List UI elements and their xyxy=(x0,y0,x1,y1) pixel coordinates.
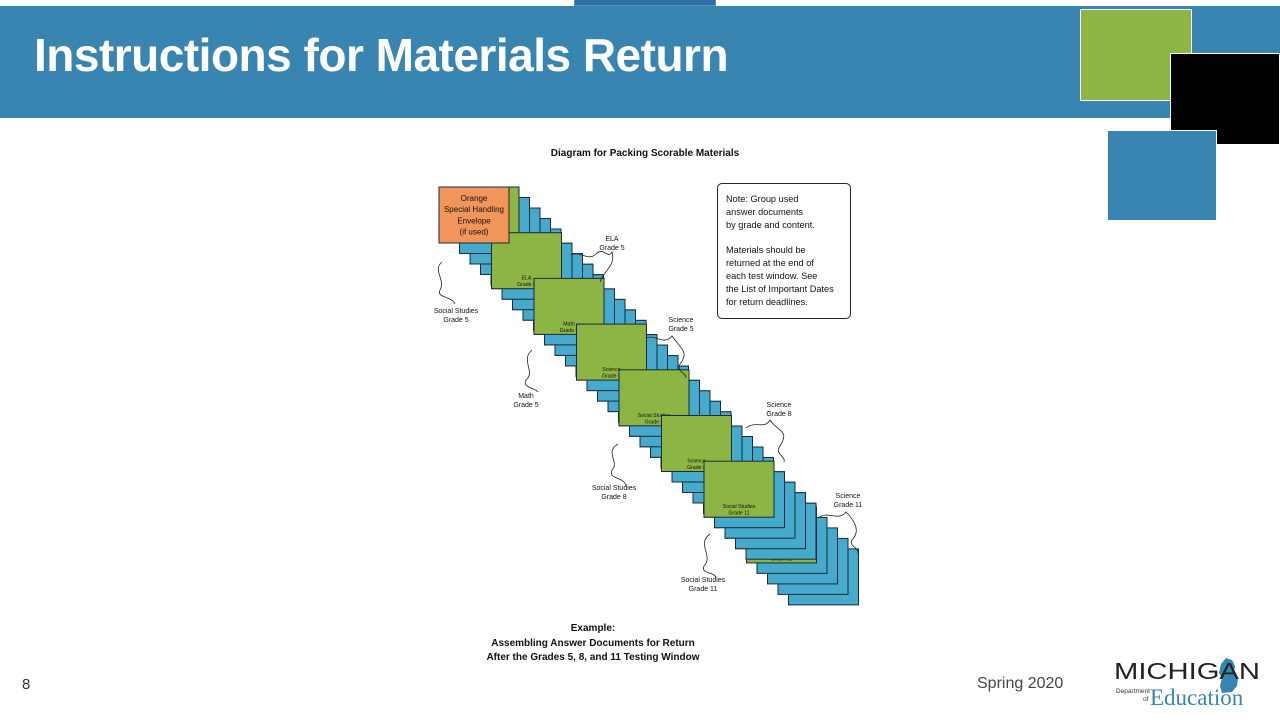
grouping-brace-math5 xyxy=(524,349,539,393)
michigan-map-icon xyxy=(1219,658,1238,693)
title-bar: Instructions for Materials Return xyxy=(0,6,1280,118)
header-card-label: ELA xyxy=(522,276,532,282)
group-label-ela5: Grade 5 xyxy=(599,245,624,252)
note-paragraph-2: Materials should be returned at the end … xyxy=(726,245,834,307)
grouping-brace-sci8 xyxy=(745,419,785,463)
group-label-ela5: ELA xyxy=(605,236,619,243)
diagram-caption: Example: Assembling Answer Documents for… xyxy=(0,622,1186,666)
decor-blue-square xyxy=(1107,130,1217,221)
grouping-brace-ss11 xyxy=(702,533,717,579)
header-card-label: Math xyxy=(563,321,575,327)
group-label-sci8: Grade 8 xyxy=(766,411,791,418)
group-label-sci11: Grade 11 xyxy=(834,502,863,509)
logo-of: of xyxy=(1143,696,1149,703)
header-card-ss11 xyxy=(703,460,775,518)
michigan-education-logo: MICHIGAN Department of Education xyxy=(1114,658,1260,710)
header-card-label: Grade 11 xyxy=(728,511,749,517)
group-label-sci11: Science xyxy=(836,493,861,500)
envelope-label: Envelope xyxy=(457,216,491,225)
header-card-label: Grade 5 xyxy=(517,282,536,288)
envelope-label: (if used) xyxy=(460,228,489,237)
caption-line: Assembling Answer Documents for Return xyxy=(491,637,695,649)
caption-line: Example: xyxy=(570,623,616,634)
page-number: 8 xyxy=(22,676,31,693)
special-handling-envelope xyxy=(438,186,510,244)
caption-line: After the Grades 5, 8, and 11 Testing Wi… xyxy=(486,652,700,663)
group-label-sci8: Science xyxy=(767,402,792,409)
group-label-ss8: Grade 8 xyxy=(601,494,626,501)
header-card-label: Grade 5 xyxy=(560,328,579,334)
grouping-brace-sci11 xyxy=(817,511,859,555)
grouping-brace-ss8 xyxy=(610,443,627,487)
header-card-label: Grade 5 xyxy=(602,374,621,380)
header-card-label: Science xyxy=(602,367,621,373)
group-label-ss8: Social Studies xyxy=(592,485,637,492)
top-tab-indicator xyxy=(574,0,716,6)
logo-department: Department xyxy=(1116,688,1150,695)
group-label-sci5: Science xyxy=(669,317,694,324)
note-paragraph-1: Note: Group used answer documents by gra… xyxy=(726,194,815,230)
slide-title: Instructions for Materials Return xyxy=(34,29,729,81)
grouping-brace-ss5 xyxy=(437,261,456,305)
group-label-math5: Math xyxy=(518,393,534,400)
diagram-title: Diagram for Packing Scorable Materials xyxy=(550,148,740,159)
group-label-ss5: Social Studies xyxy=(434,308,479,315)
header-card-label: Grade 8 xyxy=(687,465,706,471)
grouping-brace-ela5 xyxy=(570,250,614,283)
footer-date: Spring 2020 xyxy=(977,675,1064,692)
envelope-label: Special Handling xyxy=(444,205,504,214)
header-card-label: Social Studies xyxy=(638,413,671,419)
note-box: Note: Group used answer documents by gra… xyxy=(717,183,851,319)
group-label-ss11: Social Studies xyxy=(681,577,726,584)
header-card-label: Grade 8 xyxy=(645,419,664,425)
group-label-sci5: Grade 5 xyxy=(668,326,693,333)
grouping-brace-sci5 xyxy=(645,335,687,379)
header-card-label: Science xyxy=(687,459,706,465)
header-card-label: Social Studies xyxy=(723,504,756,510)
envelope-label: Orange xyxy=(461,194,488,203)
logo-education: Education xyxy=(1150,685,1244,710)
group-label-ss5: Grade 5 xyxy=(443,317,468,324)
logo-michigan: MICHIGAN xyxy=(1114,658,1260,684)
group-label-math5: Grade 5 xyxy=(513,402,538,409)
group-label-ss11: Grade 11 xyxy=(689,586,718,593)
decor-black-square xyxy=(1170,53,1280,145)
